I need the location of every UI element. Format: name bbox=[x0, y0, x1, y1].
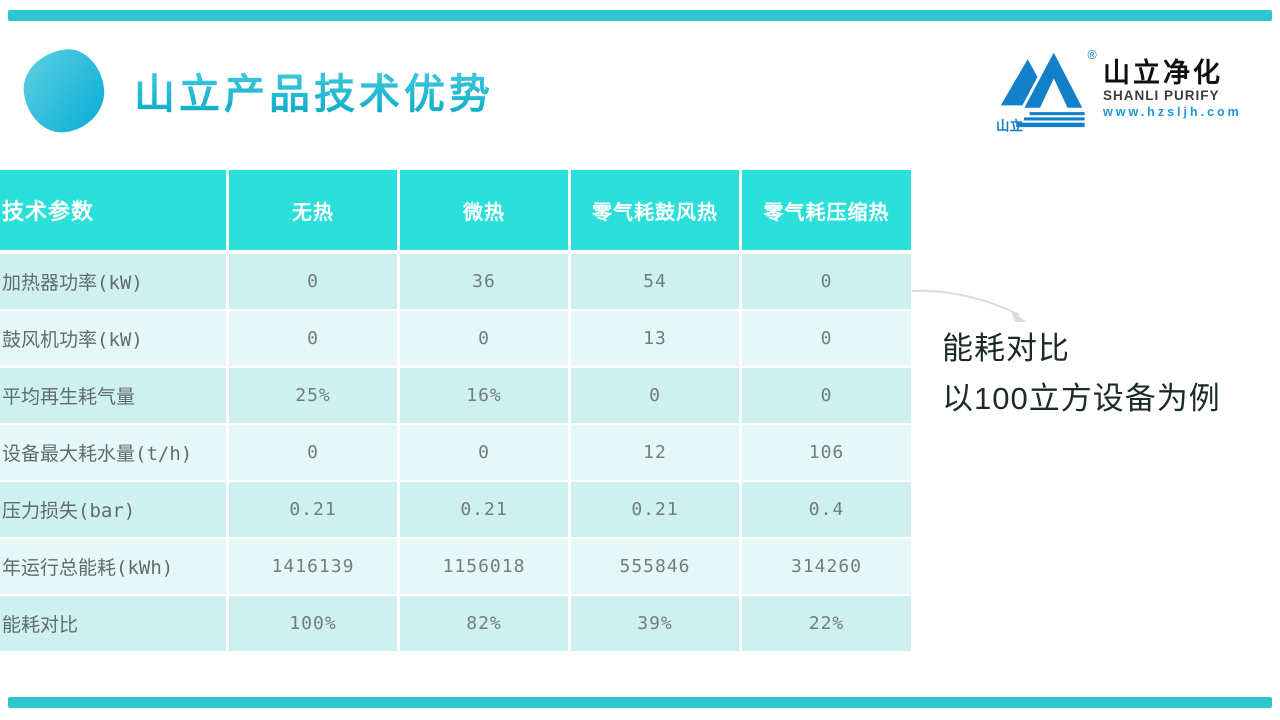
table-row: 平均再生耗气量 25% 16% 0 0 bbox=[0, 368, 911, 423]
page-title: 山立产品技术优势 bbox=[134, 60, 494, 120]
table-cell: 0.4 bbox=[742, 482, 911, 537]
brand-name-en: SHANLI PURIFY bbox=[1103, 88, 1220, 103]
table-cell: 0 bbox=[742, 311, 911, 366]
table-cell: 555846 bbox=[571, 539, 739, 594]
table-row: 设备最大耗水量(t/h) 0 0 12 106 bbox=[0, 425, 911, 480]
table-cell: 0.21 bbox=[229, 482, 397, 537]
table-cell: 16% bbox=[400, 368, 568, 423]
table-cell: 54 bbox=[571, 254, 739, 309]
row-label: 能耗对比 bbox=[0, 596, 226, 651]
table-cell: 0.21 bbox=[571, 482, 739, 537]
table-cell: 100% bbox=[229, 596, 397, 651]
table-cell: 13 bbox=[571, 311, 739, 366]
table-header-cell-params: 技术参数 bbox=[0, 170, 226, 250]
table-header-cell: 零气耗鼓风热 bbox=[571, 170, 739, 250]
row-label: 设备最大耗水量(t/h) bbox=[0, 425, 226, 480]
mountain-logo-icon: 山立 ® bbox=[996, 46, 1098, 133]
row-label: 加热器功率(kW) bbox=[0, 254, 226, 309]
table-cell: 0 bbox=[229, 311, 397, 366]
decorative-blob bbox=[18, 44, 110, 138]
row-label: 平均再生耗气量 bbox=[0, 368, 226, 423]
table-cell: 39% bbox=[571, 596, 739, 651]
brand-name-cn: 山立净化 bbox=[1103, 58, 1223, 88]
table-cell: 106 bbox=[742, 425, 911, 480]
table-cell: 1156018 bbox=[400, 539, 568, 594]
table-header-cell: 微热 bbox=[400, 170, 568, 250]
brand-logo: 山立 ® 山立净化 SHANLI PURIFY www.hzsljh.com bbox=[995, 42, 1239, 133]
logo-small-text: 山立 bbox=[996, 117, 1023, 133]
table-cell: 12 bbox=[571, 425, 739, 480]
row-label: 压力损失(bar) bbox=[0, 482, 226, 537]
table-header-cell: 无热 bbox=[229, 170, 397, 250]
row-label: 年运行总能耗(kWh) bbox=[0, 539, 226, 594]
table-cell: 0 bbox=[400, 425, 568, 480]
comparison-table: 技术参数 无热 微热 零气耗鼓风热 零气耗压缩热 加热器功率(kW) 0 36 54 0 鼓风机功… bbox=[0, 170, 911, 651]
table-cell: 314260 bbox=[742, 539, 911, 594]
table-cell: 22% bbox=[742, 596, 911, 651]
table-row: 压力损失(bar) 0.21 0.21 0.21 0.4 bbox=[0, 482, 911, 537]
table-cell: 36 bbox=[400, 254, 568, 309]
table-cell: 0.21 bbox=[400, 482, 568, 537]
brand-website: www.hzsljh.com bbox=[1103, 105, 1242, 119]
table-row: 年运行总能耗(kWh) 1416139 1156018 555846 314260 bbox=[0, 539, 911, 594]
annotation-text: 能耗对比 以100立方设备为例 bbox=[942, 324, 1221, 424]
table-cell: 0 bbox=[229, 425, 397, 480]
table-cell: 82% bbox=[400, 596, 568, 651]
bottom-accent-bar bbox=[8, 697, 1272, 708]
table-row: 加热器功率(kW) 0 36 54 0 bbox=[0, 254, 911, 309]
annotation-line-1: 能耗对比 bbox=[942, 331, 1070, 366]
table-cell: 0 bbox=[400, 311, 568, 366]
table-row: 能耗对比 100% 82% 39% 22% bbox=[0, 596, 911, 651]
table-row: 鼓风机功率(kW) 0 0 13 0 bbox=[0, 311, 911, 366]
table-cell: 0 bbox=[229, 254, 397, 309]
table-header-cell: 零气耗压缩热 bbox=[742, 170, 911, 250]
table-cell: 25% bbox=[229, 368, 397, 423]
table-cell: 0 bbox=[742, 368, 911, 423]
table-body: 加热器功率(kW) 0 36 54 0 鼓风机功率(kW) 0 0 13 0 平均再生耗气量 25% 1… bbox=[0, 254, 911, 651]
table-cell: 0 bbox=[742, 254, 911, 309]
table-cell: 0 bbox=[571, 368, 739, 423]
row-label: 鼓风机功率(kW) bbox=[0, 311, 226, 366]
curved-arrow-icon bbox=[911, 289, 1027, 322]
table-cell: 1416139 bbox=[229, 539, 397, 594]
registered-mark-icon: ® bbox=[1088, 48, 1098, 62]
annotation-line-2: 以100立方设备为例 bbox=[942, 381, 1221, 416]
top-accent-bar bbox=[8, 10, 1272, 21]
table-header-row: 技术参数 无热 微热 零气耗鼓风热 零气耗压缩热 bbox=[0, 170, 911, 250]
